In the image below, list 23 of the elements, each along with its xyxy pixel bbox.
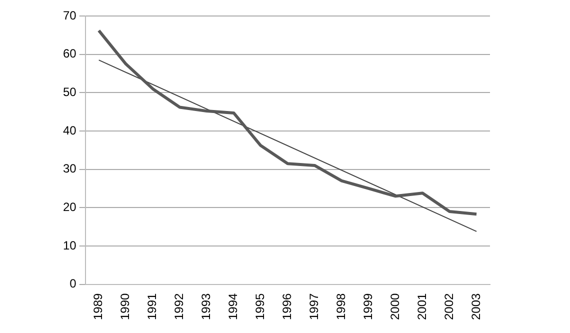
x-tick-label: 2001 (414, 292, 429, 320)
y-tick-label: 60 (62, 46, 77, 61)
y-tick-label: 30 (62, 162, 77, 176)
x-tick-label: 1996 (280, 292, 294, 320)
x-tick-label: 1989 (91, 292, 106, 320)
y-tick-label: 70 (62, 8, 77, 22)
x-tick-label: 1993 (199, 292, 214, 320)
y-tick-label: 20 (62, 200, 77, 214)
y-tick-label: 50 (62, 84, 77, 99)
y-tick-label: 0 (70, 276, 77, 291)
x-tick-label: 1998 (334, 292, 348, 320)
x-tick-label: 1992 (172, 292, 186, 320)
y-tick-label: 10 (62, 238, 77, 252)
x-tick-label: 1994 (226, 292, 240, 320)
x-tick-label: 1990 (118, 292, 132, 320)
x-tick-label: 2003 (468, 292, 483, 320)
x-tick-label: 1997 (306, 292, 321, 320)
x-tick-label: 1995 (253, 292, 268, 320)
x-tick-label: 1999 (360, 292, 375, 320)
x-tick-label: 2002 (442, 292, 456, 320)
x-tick-label: 2000 (388, 292, 402, 320)
y-tick-label: 40 (62, 123, 77, 138)
x-tick-label: 1991 (145, 292, 160, 320)
